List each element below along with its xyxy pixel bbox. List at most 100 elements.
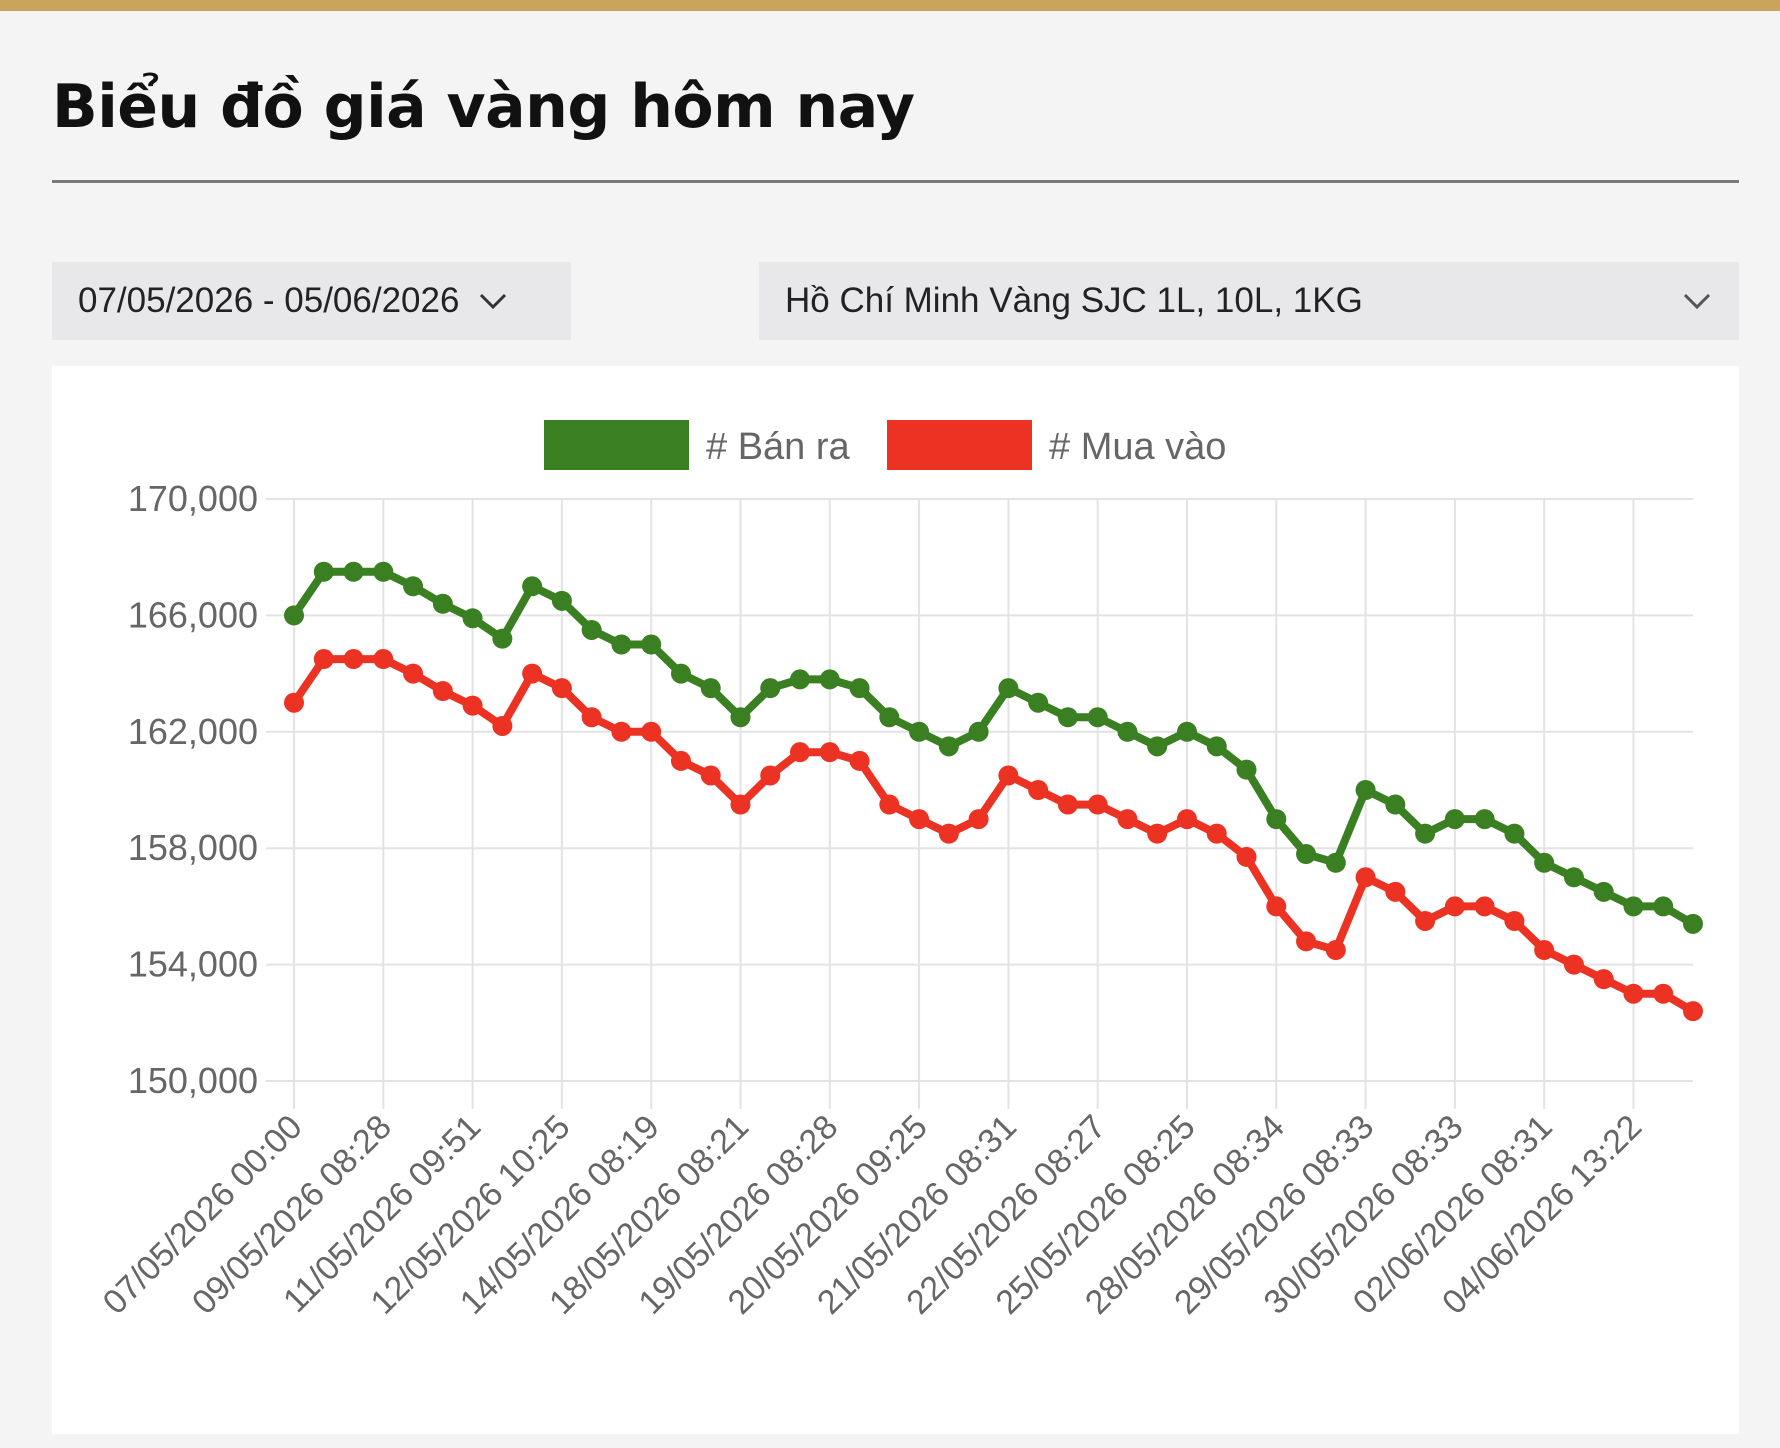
sell-price-point[interactable] — [1325, 852, 1346, 873]
buy-price-point[interactable] — [1266, 896, 1287, 917]
sell-price-point[interactable] — [1385, 794, 1406, 815]
sell-price-point[interactable] — [551, 590, 572, 611]
legend-swatch[interactable] — [544, 420, 689, 470]
sell-price-point[interactable] — [581, 619, 602, 640]
buy-price-point[interactable] — [670, 750, 691, 771]
buy-price-point[interactable] — [432, 681, 453, 702]
sell-price-point[interactable] — [700, 678, 721, 699]
buy-price-point[interactable] — [1028, 780, 1049, 800]
buy-price-point[interactable] — [968, 809, 989, 830]
buy-price-point[interactable] — [700, 765, 721, 786]
sell-price-point[interactable] — [1296, 844, 1317, 865]
buy-price-point[interactable] — [611, 721, 632, 742]
legend-label[interactable]: # Mua vào — [1049, 426, 1226, 468]
legend-label[interactable]: # Bán ra — [706, 426, 851, 468]
sell-price-point[interactable] — [641, 634, 662, 655]
sell-price-point[interactable] — [1415, 823, 1436, 844]
sell-price-point[interactable] — [611, 634, 632, 655]
sell-price-point[interactable] — [968, 721, 989, 742]
buy-price-point[interactable] — [1355, 867, 1376, 888]
buy-price-point[interactable] — [1563, 954, 1584, 975]
sell-price-point[interactable] — [879, 707, 900, 728]
sell-price-point[interactable] — [313, 561, 334, 582]
sell-price-point[interactable] — [343, 561, 364, 582]
sell-price-point[interactable] — [790, 669, 811, 690]
buy-price-point[interactable] — [1147, 823, 1168, 844]
buy-price-point[interactable] — [1087, 794, 1108, 815]
sell-price-point[interactable] — [1266, 809, 1287, 830]
buy-price-point[interactable] — [1117, 809, 1138, 830]
sell-price-point[interactable] — [284, 605, 304, 626]
sell-price-point[interactable] — [1444, 809, 1465, 830]
sell-price-point[interactable] — [938, 736, 959, 757]
sell-price-point[interactable] — [1534, 852, 1555, 873]
buy-price-point[interactable] — [522, 663, 543, 684]
sell-price-point[interactable] — [492, 628, 513, 649]
sell-price-point[interactable] — [670, 663, 691, 684]
sell-price-point[interactable] — [998, 678, 1019, 699]
buy-price-point[interactable] — [1534, 940, 1555, 961]
sell-price-point[interactable] — [522, 576, 543, 597]
buy-price-point[interactable] — [492, 715, 513, 736]
sell-price-point[interactable] — [1236, 759, 1257, 780]
buy-price-point[interactable] — [730, 794, 751, 815]
buy-price-point[interactable] — [1385, 881, 1406, 902]
buy-price-point[interactable] — [1176, 809, 1197, 830]
sell-price-point[interactable] — [1563, 867, 1584, 888]
buy-price-point[interactable] — [1474, 896, 1495, 917]
sell-price-point[interactable] — [432, 593, 453, 614]
buy-price-point[interactable] — [998, 765, 1019, 786]
buy-price-point[interactable] — [790, 742, 811, 763]
sell-price-point[interactable] — [819, 669, 840, 690]
sell-price-point[interactable] — [760, 678, 781, 699]
buy-price-point[interactable] — [1415, 910, 1436, 931]
buy-price-point[interactable] — [1296, 931, 1317, 952]
buy-price-point[interactable] — [1236, 846, 1257, 867]
buy-price-point[interactable] — [284, 692, 304, 713]
sell-price-point[interactable] — [462, 608, 483, 629]
date-range-select[interactable]: 07/05/2026 - 05/06/2026 — [52, 262, 571, 340]
sell-price-point[interactable] — [1028, 692, 1049, 713]
sell-price-point[interactable] — [1057, 707, 1078, 728]
sell-price-point[interactable] — [1117, 721, 1138, 742]
buy-price-point[interactable] — [819, 742, 840, 763]
sell-price-point[interactable] — [1504, 823, 1525, 844]
buy-price-point[interactable] — [849, 750, 870, 771]
sell-price-point[interactable] — [1623, 896, 1644, 917]
sell-price-point[interactable] — [1176, 721, 1197, 742]
sell-price-point[interactable] — [403, 576, 424, 597]
sell-price-point[interactable] — [1355, 780, 1376, 800]
buy-price-point[interactable] — [373, 649, 394, 670]
buy-price-point[interactable] — [462, 695, 483, 716]
buy-price-point[interactable] — [1057, 794, 1078, 815]
buy-price-point[interactable] — [1325, 940, 1346, 961]
sell-price-point[interactable] — [1474, 809, 1495, 830]
sell-price-point[interactable] — [849, 678, 870, 699]
sell-price-point[interactable] — [730, 707, 751, 728]
buy-price-point[interactable] — [641, 721, 662, 742]
buy-price-point[interactable] — [1593, 969, 1614, 990]
buy-price-point[interactable] — [760, 765, 781, 786]
buy-price-point[interactable] — [909, 809, 930, 830]
buy-price-point[interactable] — [938, 823, 959, 844]
buy-price-point[interactable] — [1623, 983, 1644, 1004]
buy-price-point[interactable] — [551, 678, 572, 699]
buy-price-point[interactable] — [1444, 896, 1465, 917]
buy-price-point[interactable] — [879, 794, 900, 815]
buy-price-point[interactable] — [403, 663, 424, 684]
buy-price-point[interactable] — [581, 707, 602, 728]
buy-price-point[interactable] — [1683, 1001, 1703, 1022]
buy-price-point[interactable] — [313, 649, 334, 670]
legend-swatch[interactable] — [887, 420, 1032, 470]
buy-price-point[interactable] — [1206, 823, 1227, 844]
sell-price-point[interactable] — [373, 561, 394, 582]
sell-price-point[interactable] — [1206, 736, 1227, 757]
sell-price-point[interactable] — [1653, 896, 1674, 917]
sell-price-point[interactable] — [1087, 707, 1108, 728]
buy-price-point[interactable] — [1653, 983, 1674, 1004]
sell-price-point[interactable] — [1147, 736, 1168, 757]
buy-price-point[interactable] — [1504, 910, 1525, 931]
sell-price-point[interactable] — [1683, 913, 1703, 934]
buy-price-point[interactable] — [343, 649, 364, 670]
sell-price-point[interactable] — [1593, 881, 1614, 902]
